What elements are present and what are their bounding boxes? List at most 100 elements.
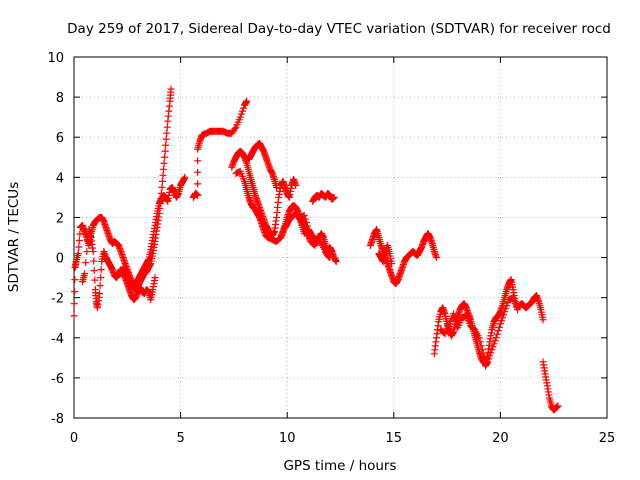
data-point xyxy=(70,312,78,320)
series-arc-late-c xyxy=(430,276,547,368)
data-point xyxy=(478,346,486,354)
series-arc-mid-f xyxy=(296,211,334,262)
x-axis-title: GPS time / hours xyxy=(283,458,396,474)
data-point xyxy=(167,85,175,93)
data-point xyxy=(96,290,104,298)
data-point xyxy=(451,313,459,321)
data-point xyxy=(70,300,78,308)
y-tick-label: 8 xyxy=(56,91,64,106)
data-point xyxy=(90,267,98,275)
y-tick-label: -6 xyxy=(51,372,64,387)
data-point xyxy=(301,215,309,223)
data-point xyxy=(181,173,189,181)
data-point xyxy=(509,294,517,302)
y-tick-label: -4 xyxy=(51,332,64,347)
data-point xyxy=(71,288,79,296)
x-tick-label: 15 xyxy=(386,431,403,446)
data-point xyxy=(554,402,562,410)
series-arc-late-e xyxy=(539,358,562,414)
data-point xyxy=(162,141,170,149)
axis-ticks xyxy=(73,56,608,419)
data-point xyxy=(512,303,520,311)
x-tick-label: 5 xyxy=(176,431,184,446)
y-tick-label: 4 xyxy=(56,171,64,186)
x-tick-label: 0 xyxy=(70,431,78,446)
data-point xyxy=(194,157,202,165)
data-point xyxy=(237,110,245,118)
data-point xyxy=(90,257,98,265)
series-arc-late-b xyxy=(375,242,396,268)
data-point xyxy=(497,317,505,325)
data-point xyxy=(292,181,300,189)
plot-frame xyxy=(73,56,608,419)
data-point xyxy=(75,243,83,251)
data-point xyxy=(492,334,500,342)
data-point xyxy=(511,300,519,308)
data-point xyxy=(163,129,171,137)
data-point xyxy=(81,270,89,278)
data-point xyxy=(163,123,171,131)
x-tick-label: 10 xyxy=(279,431,296,446)
data-point xyxy=(500,311,508,319)
data-point xyxy=(151,274,159,282)
data-point xyxy=(273,183,281,191)
data-point xyxy=(476,338,484,346)
data-point xyxy=(484,358,492,366)
data-point xyxy=(493,330,501,338)
data-point xyxy=(502,305,510,313)
data-point xyxy=(501,308,509,316)
data-point xyxy=(243,97,251,105)
data-point xyxy=(539,316,547,324)
data-point xyxy=(303,222,311,230)
data-point xyxy=(236,113,244,121)
y-axis-title: SDTVAR / TECUs xyxy=(6,182,22,292)
data-point xyxy=(75,237,83,245)
data-points xyxy=(70,85,562,414)
y-tick-label: 6 xyxy=(56,131,64,146)
data-point xyxy=(499,314,507,322)
data-point xyxy=(158,183,166,191)
data-point xyxy=(71,276,79,284)
data-point xyxy=(486,352,494,360)
data-point xyxy=(91,276,99,284)
data-point xyxy=(162,135,170,143)
data-point xyxy=(485,355,493,363)
series-arc-late-d xyxy=(437,294,521,370)
y-tick-labels: -8 -6 -4 -2 0 2 4 6 8 10 xyxy=(47,51,64,427)
data-point xyxy=(74,250,82,258)
data-point xyxy=(238,107,246,115)
data-point xyxy=(513,306,521,314)
data-point xyxy=(158,177,166,185)
data-point xyxy=(82,259,90,267)
data-point xyxy=(159,171,167,179)
data-point xyxy=(97,274,105,282)
data-point xyxy=(76,230,84,238)
y-tick-label: -8 xyxy=(51,412,64,427)
data-point xyxy=(495,323,503,331)
data-point xyxy=(489,343,497,351)
data-point xyxy=(160,165,168,173)
data-point xyxy=(89,248,97,256)
series-arc-mid-b xyxy=(228,147,300,239)
data-point xyxy=(477,342,485,350)
data-point xyxy=(487,349,495,357)
data-point xyxy=(488,346,496,354)
data-point xyxy=(504,299,512,307)
chart-title: Day 259 of 2017, Sidereal Day-to-day VTE… xyxy=(67,21,611,37)
data-point xyxy=(432,254,440,262)
data-point xyxy=(388,260,396,268)
y-tick-label: 10 xyxy=(47,51,64,66)
data-point xyxy=(161,147,169,155)
data-point xyxy=(494,327,502,335)
series-arc-mid-a xyxy=(189,97,251,201)
data-point xyxy=(231,125,239,133)
data-point xyxy=(157,189,165,197)
y-tick-label: -2 xyxy=(51,292,64,307)
y-tick-label: 2 xyxy=(56,211,64,226)
data-point xyxy=(194,180,202,188)
data-point xyxy=(490,340,498,348)
data-point xyxy=(161,153,169,161)
data-point xyxy=(83,248,91,256)
data-point xyxy=(300,211,308,219)
